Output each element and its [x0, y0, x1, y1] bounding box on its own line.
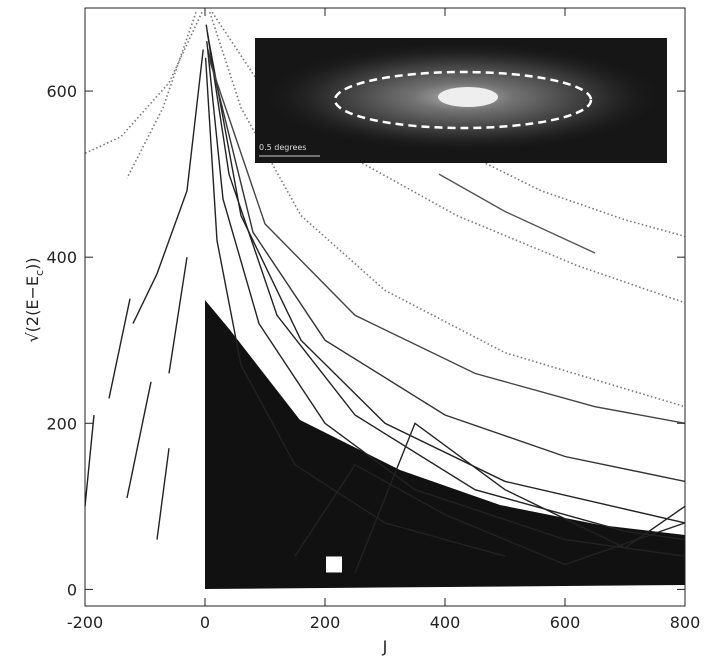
y-axis-label: √(2(E−Ec)) — [23, 257, 46, 342]
curve — [211, 11, 686, 304]
curve — [206, 32, 686, 524]
y-tick-label: 600 — [46, 82, 77, 101]
y-tick-label: 0 — [67, 580, 77, 599]
x-tick-label: -200 — [67, 613, 103, 632]
curve — [156, 448, 170, 540]
curve — [126, 11, 197, 179]
curve — [207, 57, 686, 424]
x-tick-label: 600 — [550, 613, 581, 632]
galaxy-core — [438, 87, 498, 107]
curve — [438, 173, 596, 254]
curve — [132, 49, 204, 324]
curve — [207, 49, 686, 483]
curve — [206, 41, 686, 557]
marker — [326, 556, 342, 573]
curve — [205, 24, 686, 541]
curve — [204, 57, 506, 557]
x-axis-label: J — [382, 637, 388, 656]
y-label-part: )) — [23, 257, 42, 269]
curve — [354, 422, 686, 574]
curve — [294, 463, 686, 566]
curves — [84, 11, 686, 574]
curve — [84, 414, 95, 507]
y-label-part: √(2(E−E — [23, 276, 42, 342]
x-tick-label: 400 — [430, 613, 461, 632]
dashed-ellipse — [333, 70, 593, 130]
curve — [84, 11, 203, 155]
y-tick-label: 400 — [46, 248, 77, 267]
inset: 0.5 degrees — [255, 38, 667, 163]
dense-region — [205, 300, 685, 589]
y-label-sub: c — [33, 270, 46, 276]
curve — [126, 381, 152, 499]
curve — [108, 298, 131, 399]
x-tick-label: 200 — [310, 613, 341, 632]
inset-label: 0.5 degrees — [259, 143, 306, 152]
curve — [209, 11, 686, 408]
curve — [168, 257, 188, 374]
x-tick-label: 0 — [200, 613, 210, 632]
plot-frame — [84, 7, 686, 607]
y-tick-label: 200 — [46, 414, 77, 433]
x-tick-label: 800 — [670, 613, 701, 632]
